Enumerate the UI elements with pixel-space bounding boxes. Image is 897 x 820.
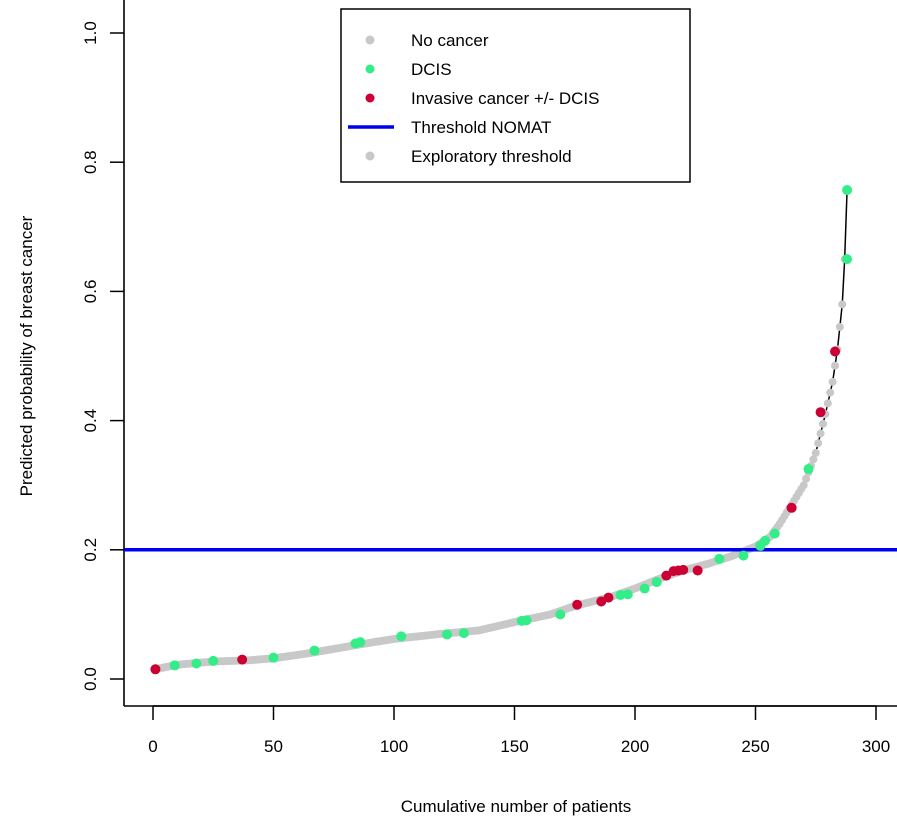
legend-label: No cancer [411,31,489,50]
point-dcis [738,551,748,561]
x-tick-label: 250 [741,737,769,756]
point-dcis [442,629,452,639]
point-dcis [760,536,770,546]
y-axis-title: Predicted probability of breast cancer [17,215,36,496]
point-invasive [787,503,797,513]
y-tick-label: 0.2 [81,538,100,562]
point-dcis [309,646,319,656]
x-tick-label: 0 [148,737,157,756]
point-dcis [522,615,532,625]
x-tick-label: 50 [264,737,283,756]
point-dcis [555,609,565,619]
point-invasive [678,565,688,575]
point-dcis [842,254,852,264]
y-tick-label: 0.0 [81,667,100,691]
point-dcis [623,589,633,599]
point-no-cancer [819,420,827,428]
point-invasive [150,664,160,674]
point-no-cancer [838,300,846,308]
y-tick-label: 0.8 [81,150,100,174]
point-no-cancer [826,389,834,397]
point-invasive [693,565,703,575]
point-no-cancer [814,439,822,447]
legend-label: Threshold NOMAT [411,118,551,137]
point-dcis [208,656,218,666]
legend-symbol-point [366,65,375,74]
legend-label: Exploratory threshold [411,147,572,166]
point-dcis [652,577,662,587]
point-dcis [804,464,814,474]
y-tick-label: 0.6 [81,280,100,304]
point-dcis [714,554,724,564]
point-dcis [396,631,406,641]
point-dcis [842,185,852,195]
point-invasive [237,655,247,665]
legend: No cancer DCIS Invasive cancer +/- DCIS Thr… [341,9,690,182]
point-dcis [640,584,650,594]
point-invasive [816,407,826,417]
legend-symbol-point [366,152,375,161]
point-invasive [830,346,840,356]
point-no-cancer [824,399,832,407]
legend-label: DCIS [411,60,452,79]
point-dcis [770,529,780,539]
point-dcis [459,628,469,638]
point-dcis [269,653,279,663]
x-tick-label: 100 [380,737,408,756]
y-tick-label: 0.4 [81,409,100,433]
point-dcis [191,658,201,668]
legend-symbol-point [366,94,375,103]
legend-label: Invasive cancer +/- DCIS [411,89,600,108]
x-tick-label: 300 [862,737,890,756]
y-tick-label: 1.0 [81,21,100,45]
point-no-cancer [812,449,820,457]
y-axis: 0.0 0.2 0.4 0.6 0.8 1.0 [81,21,124,691]
legend-symbol-point [366,36,375,45]
cumulative-curve [155,190,847,669]
x-axis: 0 50 100 150 200 250 300 [148,706,890,756]
x-tick-label: 150 [500,737,528,756]
point-no-cancer [831,362,839,370]
point-dcis [170,660,180,670]
x-axis-title: Cumulative number of patients [401,797,632,816]
point-invasive [572,600,582,610]
point-invasive [603,593,613,603]
point-no-cancer [817,430,825,438]
point-dcis [355,637,365,647]
point-no-cancer [836,323,844,331]
point-no-cancer [829,378,837,386]
x-tick-label: 200 [621,737,649,756]
